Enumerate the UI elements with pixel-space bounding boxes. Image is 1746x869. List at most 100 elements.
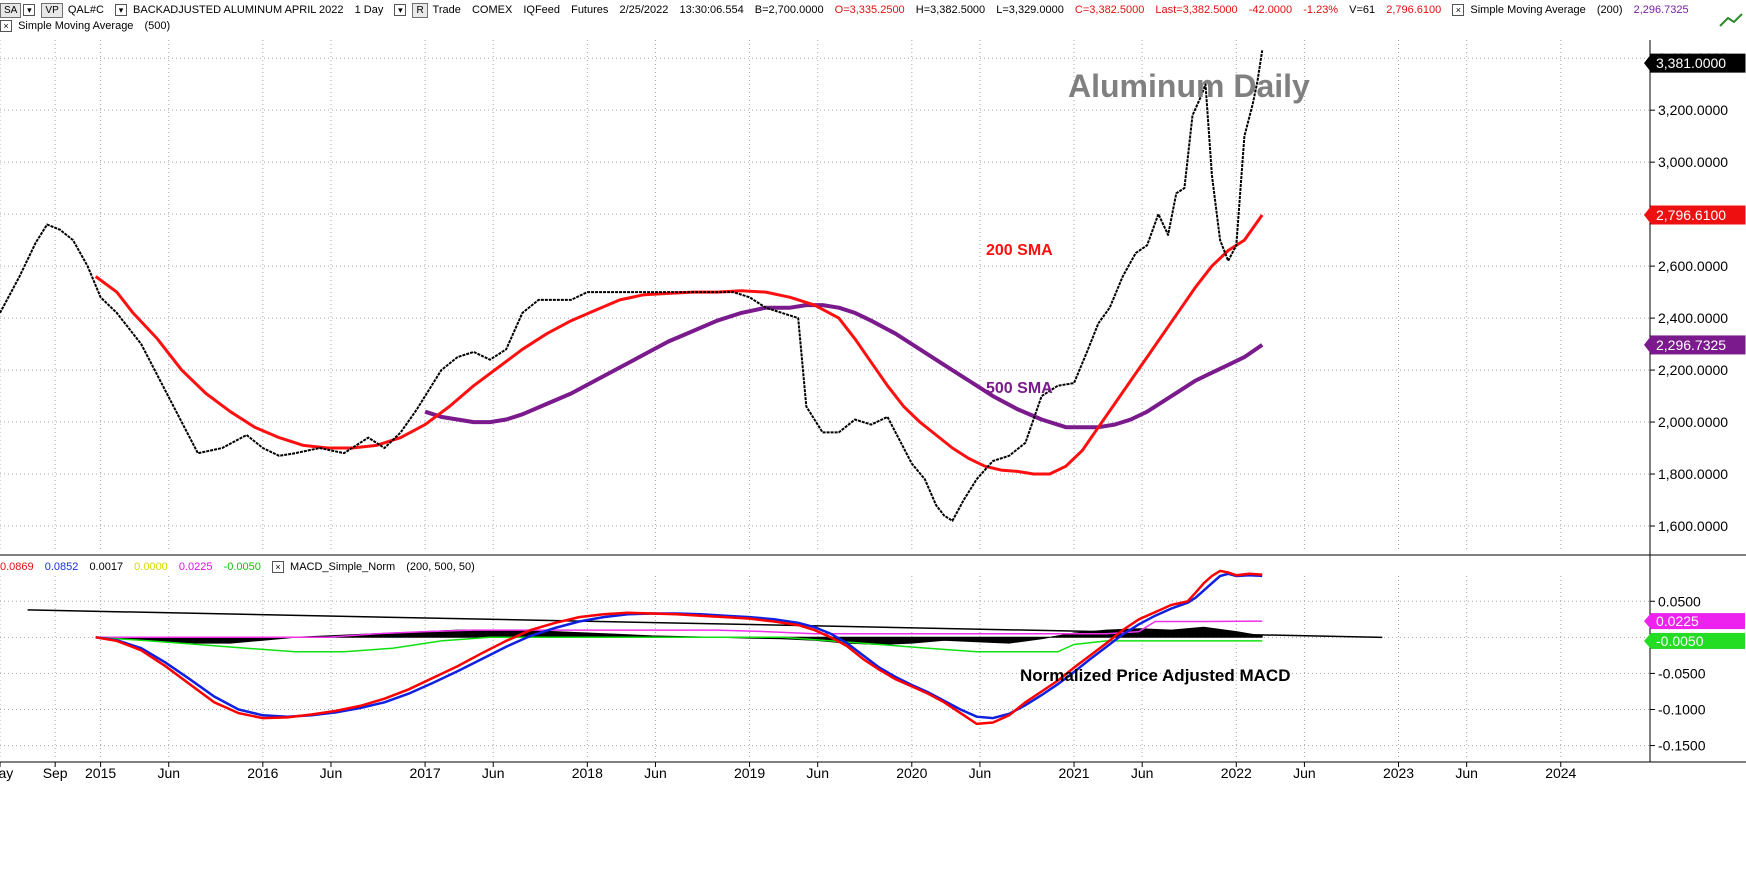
sma200-tag-text: 2,796.6100 [1656, 207, 1726, 223]
price-tag-text: 3,381.0000 [1656, 55, 1726, 71]
macd-chart-title: Normalized Price Adjusted MACD [1020, 666, 1290, 685]
symbol-label[interactable]: QAL#C [67, 4, 104, 16]
x-tick-label-15: Jun [1131, 765, 1154, 781]
x-tick-label-12: 2020 [896, 765, 927, 781]
macd-trendline [27, 609, 1383, 639]
macd-value-1: 0.0869 [0, 561, 34, 573]
macd-y-tick-label-4: -0.1500 [1658, 738, 1706, 754]
interval-label[interactable]: 1 Day [354, 4, 384, 16]
sma500-line [424, 303, 1264, 430]
text-layer: Aluminum Daily 200 SMA 500 SMA Normalized P… [986, 13, 1743, 685]
x-tick-label-17: Jun [1293, 765, 1316, 781]
macd-y-tick-label-3: -0.1000 [1658, 701, 1706, 717]
macd-y-tick-label-2: -0.0500 [1658, 665, 1706, 681]
macd-value-5: 0.0225 [178, 561, 213, 573]
macd-y-tick-label-0: 0.0500 [1658, 593, 1701, 609]
chart-header: SA ▾ VP QAL#C ▾ BACKADJUSTED ALUMINUM APR… [0, 0, 1746, 40]
sma-period-a: (200) [1596, 4, 1623, 16]
macd-tag-green-arrow [1644, 632, 1651, 649]
macd-tag-magenta-arrow [1644, 613, 1651, 630]
sma200-value-label: 2,796.6100 [1386, 4, 1442, 16]
sma200-annotation: 200 SMA [986, 242, 1053, 259]
sa-button[interactable]: SA [0, 2, 22, 18]
price-y-tick-label-1: 1,800.0000 [1658, 466, 1728, 482]
trade-label[interactable]: Trade [432, 4, 461, 16]
macd-params-label: (200, 500, 50) [406, 561, 475, 573]
axis-layer: May Sep 2015 Jun 2016 Jun 2017 Jun 2018 Jun 2019 Ju… [0, 40, 1746, 781]
macd-value-6: -0.0050 [223, 561, 261, 573]
x-tick-label-0: May [0, 765, 13, 781]
price-y-tick-label-8: 3,200.0000 [1658, 102, 1728, 118]
x-tick-label-7: Jun [482, 765, 505, 781]
close-label: C=3,382.5000 [1074, 4, 1145, 16]
x-tick-label-18: 2023 [1383, 765, 1414, 781]
feed-label: IQFeed [523, 4, 561, 16]
symbol-dropdown-icon[interactable]: ▾ [114, 4, 127, 17]
price-y-tick-label-2: 2,000.0000 [1658, 414, 1728, 430]
macd-magenta-line [95, 620, 1263, 639]
price-y-tick-label-0: 1,600.0000 [1658, 518, 1728, 534]
macd-value-2: 0.0852 [44, 561, 79, 573]
price-y-tick-label-5: 2,600.0000 [1658, 258, 1728, 274]
price-panel [0, 50, 1264, 522]
macd-header: 0.0869 0.0852 0.0017 0.0000 0.0225 -0.00… [0, 558, 1746, 574]
x-tick-label-1: Sep [43, 765, 68, 781]
header-row-sma: × Simple Moving Average (500) [0, 17, 170, 35]
exchange-label: COMEX [471, 4, 513, 16]
high-label: H=3,382.5000 [915, 4, 986, 16]
x-tick-label-14: 2021 [1058, 765, 1089, 781]
sma-close-icon-b[interactable]: × [0, 20, 12, 33]
sma500-value-label: 2,296.7325 [1633, 4, 1689, 16]
open-label: O=3,335.2500 [834, 4, 905, 16]
sma200-line [94, 214, 1264, 476]
macd-panel [27, 569, 1383, 726]
macd-close-icon[interactable]: × [271, 561, 284, 574]
description-label: BACKADJUSTED ALUMINUM APRIL 2022 [133, 4, 344, 16]
x-tick-label-10: 2019 [734, 765, 765, 781]
sma500-tag-text: 2,296.7325 [1656, 337, 1726, 353]
x-tick-label-3: Jun [157, 765, 180, 781]
sma-label-b[interactable]: Simple Moving Average [18, 20, 134, 32]
sma500-tag-arrow [1644, 335, 1651, 354]
macd-header-row: 0.0869 0.0852 0.0017 0.0000 0.0225 -0.00… [0, 558, 475, 576]
mode-button[interactable]: R [412, 2, 428, 18]
price-y-tick-label-3: 2,200.0000 [1658, 362, 1728, 378]
macd-tag-magenta-text: 0.0225 [1656, 613, 1699, 629]
sa-dropdown-icon[interactable]: ▾ [23, 4, 36, 17]
macd-value-3: 0.0017 [89, 561, 124, 573]
price-line [0, 50, 1264, 522]
macd-tag-magenta-bg [1651, 613, 1745, 630]
interval-dropdown-icon[interactable]: ▾ [394, 4, 407, 17]
x-tick-label-6: 2017 [409, 765, 440, 781]
macd-green-line [95, 636, 1263, 653]
price-y-tick-label-7: 3,000.0000 [1658, 154, 1728, 170]
sma-label-a[interactable]: Simple Moving Average [1470, 4, 1586, 16]
x-tick-label-19: Jun [1455, 765, 1478, 781]
sma-close-icon-a[interactable]: × [1452, 4, 1465, 17]
grid-layer [0, 40, 1650, 760]
volume-label: V=61 [1349, 4, 1376, 16]
macd-name-label[interactable]: MACD_Simple_Norm [290, 561, 396, 573]
macd-tag-green-text: -0.0050 [1656, 633, 1704, 649]
sma-period-b: (500) [144, 20, 171, 32]
price-chart-title: Aluminum Daily [1068, 68, 1310, 104]
macd-value-4: 0.0000 [134, 561, 168, 573]
change-label: -42.0000 [1248, 4, 1293, 16]
price-tag-arrow [1644, 54, 1651, 73]
sma200-tag-arrow [1644, 206, 1651, 225]
macd-blue-line [95, 572, 1263, 720]
bid-label: B=2,700.0000 [754, 4, 824, 16]
low-label: L=3,329.0000 [996, 4, 1064, 16]
macd-red-line [95, 569, 1263, 726]
vp-button[interactable]: VP [41, 2, 63, 18]
tag-layer: 3,381.0000 2,796.6100 2,296.7325 0.0225 -0.0… [1644, 53, 1746, 649]
date-label: 2/25/2022 [619, 4, 669, 16]
macd-tag-green-bg [1651, 632, 1745, 649]
x-tick-label-5: Jun [320, 765, 343, 781]
time-label: 13:30:06.554 [679, 4, 744, 16]
x-tick-label-4: 2016 [247, 765, 278, 781]
x-tick-label-13: Jun [969, 765, 992, 781]
trend-icon[interactable] [1719, 13, 1743, 27]
x-tick-label-8: 2018 [572, 765, 603, 781]
